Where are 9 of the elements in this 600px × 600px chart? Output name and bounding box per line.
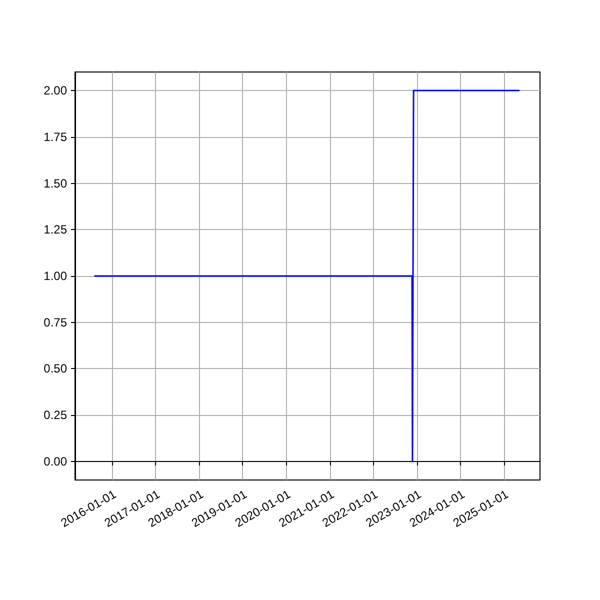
y-tick-label: 0.50 xyxy=(44,362,68,376)
y-tick-label: 1.00 xyxy=(44,269,68,283)
y-tick-label: 1.50 xyxy=(44,176,68,190)
y-tick-label: 0.25 xyxy=(44,408,68,422)
y-tick-label: 2.00 xyxy=(44,84,68,98)
y-tick-label: 1.75 xyxy=(44,130,68,144)
y-tick-label: 0.00 xyxy=(44,454,68,468)
y-tick-label: 1.25 xyxy=(44,222,68,237)
y-tick-label: 0.75 xyxy=(44,315,68,330)
